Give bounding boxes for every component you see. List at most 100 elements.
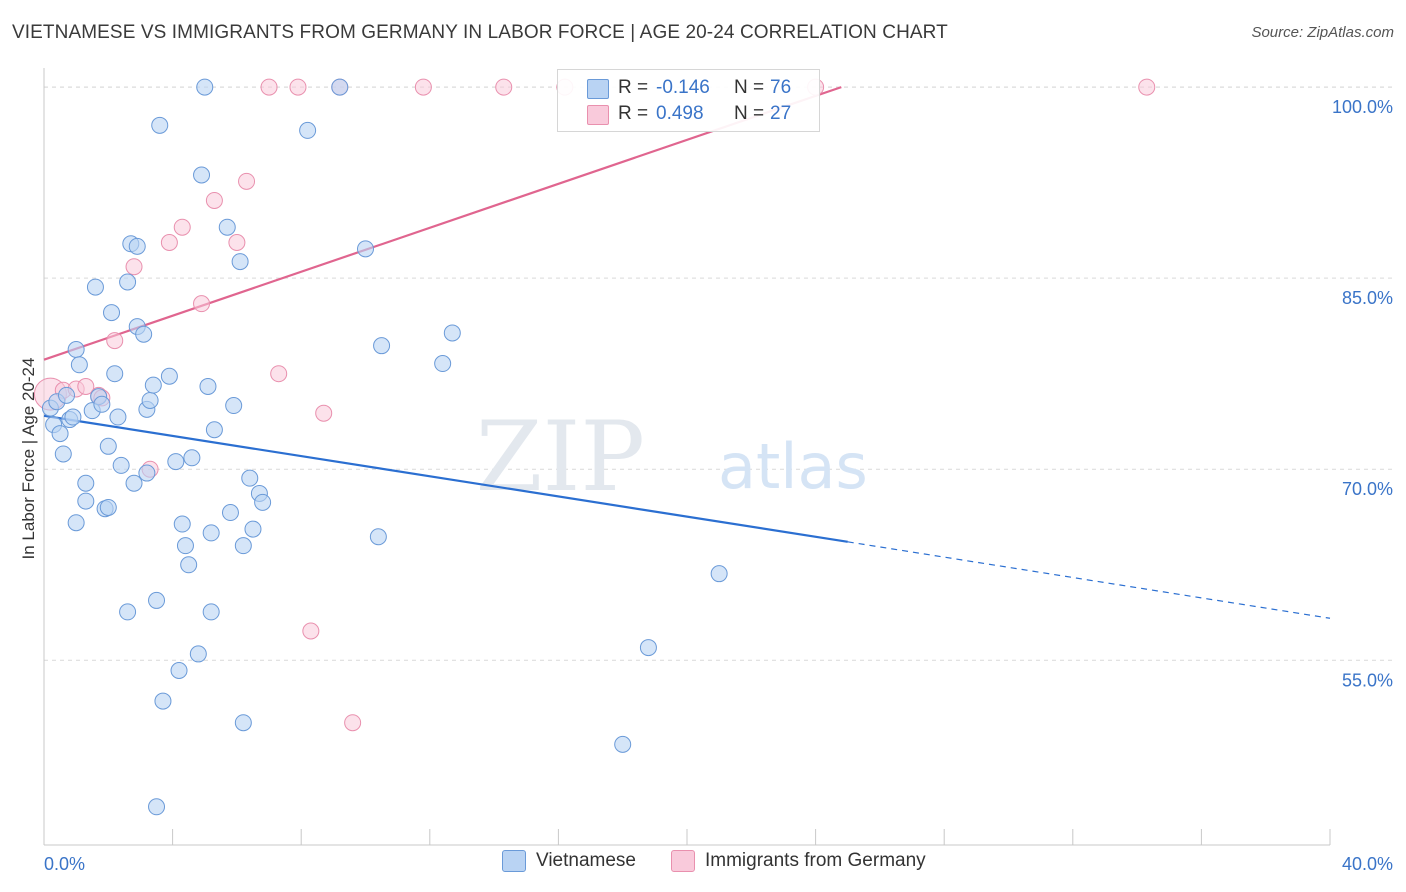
trend-line-germany <box>43 86 842 361</box>
legend-r-value: -0.146 <box>656 77 710 98</box>
point-vietnamese <box>106 365 124 383</box>
point-vietnamese <box>299 121 317 139</box>
point-vietnamese <box>103 304 121 322</box>
point-vietnamese <box>434 355 452 373</box>
legend-n-label: N = <box>734 77 765 98</box>
point-vietnamese <box>54 445 72 463</box>
legend-swatch-blue <box>587 79 609 99</box>
x-tick-label-max: 40.0% <box>1342 854 1393 874</box>
legend-item-vietnamese[interactable]: Vietnamese <box>502 850 636 872</box>
legend-row-vietnamese: R = -0.146 N = 76 <box>558 76 819 100</box>
legend-label-vietnamese: Vietnamese <box>536 850 636 871</box>
point-vietnamese <box>369 528 387 546</box>
point-vietnamese <box>173 515 191 533</box>
point-vietnamese <box>202 603 220 621</box>
legend-r-label: R = <box>618 103 649 124</box>
point-germany <box>414 78 432 96</box>
point-vietnamese <box>231 253 249 271</box>
point-vietnamese <box>67 514 85 532</box>
point-vietnamese <box>443 324 461 342</box>
point-vietnamese <box>77 474 95 492</box>
point-vietnamese <box>148 798 166 816</box>
point-vietnamese <box>189 645 207 663</box>
point-vietnamese <box>196 78 214 96</box>
point-vietnamese <box>241 469 259 487</box>
point-vietnamese <box>639 639 657 657</box>
source-credit: Source: ZipAtlas.com <box>1251 24 1394 41</box>
chart-title: VIETNAMESE VS IMMIGRANTS FROM GERMANY IN… <box>12 22 948 43</box>
point-vietnamese <box>234 537 252 555</box>
point-germany <box>238 172 256 190</box>
point-vietnamese <box>176 537 194 555</box>
legend-swatch-blue <box>502 850 526 872</box>
point-vietnamese <box>70 356 88 374</box>
y-tick-label: 100.0% <box>1332 97 1393 117</box>
point-vietnamese <box>199 377 217 395</box>
point-vietnamese <box>125 474 143 492</box>
point-vietnamese <box>331 78 349 96</box>
legend-n-value: 27 <box>770 103 792 124</box>
x-tick-label-min: 0.0% <box>44 854 85 874</box>
point-germany <box>289 78 307 96</box>
point-vietnamese <box>99 437 117 455</box>
point-vietnamese <box>119 273 137 291</box>
point-vietnamese <box>160 367 178 385</box>
legend-row-germany: R = 0.498 N = 27 <box>558 102 819 126</box>
legend-n-label: N = <box>734 103 765 124</box>
point-germany <box>495 78 513 96</box>
point-vietnamese <box>151 116 169 134</box>
point-vietnamese <box>218 218 236 236</box>
point-vietnamese <box>221 504 239 522</box>
point-vietnamese <box>138 464 156 482</box>
legend-n-value: 76 <box>770 77 792 98</box>
series-legend: Vietnamese Immigrants from Germany <box>0 850 1406 878</box>
point-vietnamese <box>58 386 76 404</box>
point-vietnamese <box>167 453 185 471</box>
point-vietnamese <box>234 714 252 732</box>
data-points <box>33 78 1156 816</box>
axes <box>43 68 1331 846</box>
point-germany <box>173 218 191 236</box>
point-germany <box>77 377 95 395</box>
point-germany <box>270 365 288 383</box>
point-vietnamese <box>357 240 374 258</box>
point-vietnamese <box>109 408 127 426</box>
legend-r-label: R = <box>618 77 649 98</box>
point-vietnamese <box>373 337 391 355</box>
point-vietnamese <box>148 591 166 609</box>
legend-swatch-pink <box>671 850 695 872</box>
point-vietnamese <box>614 735 632 753</box>
point-vietnamese <box>135 325 153 343</box>
point-vietnamese <box>254 493 272 511</box>
point-vietnamese <box>119 603 137 621</box>
point-vietnamese <box>77 492 95 510</box>
point-vietnamese <box>244 520 262 538</box>
watermark-atlas: atlas <box>718 430 868 503</box>
point-vietnamese <box>154 692 172 710</box>
point-vietnamese <box>141 391 159 409</box>
point-vietnamese <box>225 397 243 415</box>
legend-swatch-pink <box>587 105 609 125</box>
point-vietnamese <box>51 425 69 443</box>
point-germany <box>228 234 246 252</box>
legend-item-germany[interactable]: Immigrants from Germany <box>671 850 926 872</box>
watermark-zip: ZIP <box>476 401 645 513</box>
point-vietnamese <box>205 421 223 439</box>
legend-label-germany: Immigrants from Germany <box>705 850 926 871</box>
point-germany <box>205 191 223 209</box>
point-germany <box>1138 78 1156 96</box>
point-vietnamese <box>128 237 146 255</box>
point-vietnamese <box>64 408 82 426</box>
watermark: ZIP atlas <box>476 401 868 513</box>
point-vietnamese <box>170 661 188 679</box>
point-vietnamese <box>183 449 201 467</box>
point-vietnamese <box>144 376 162 394</box>
point-vietnamese <box>180 556 198 574</box>
point-vietnamese <box>67 341 85 359</box>
point-vietnamese <box>86 278 104 296</box>
point-germany <box>315 404 333 422</box>
point-germany <box>160 234 178 252</box>
trend-line-vietnamese-extension <box>847 541 1331 619</box>
point-germany <box>193 295 211 313</box>
